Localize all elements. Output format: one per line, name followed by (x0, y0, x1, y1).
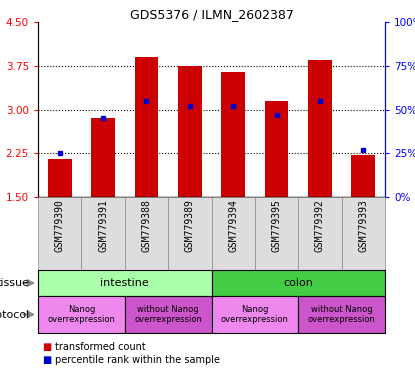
Bar (221, 71, 245, 197)
Bar (178, 66, 202, 197)
Bar (352, 155, 375, 197)
Text: without Nanog
overrexpression: without Nanog overrexpression (308, 305, 376, 324)
Bar (265, 101, 288, 197)
Bar (212, 296, 298, 333)
Bar (125, 296, 212, 333)
Title: GDS5376 / ILMN_2602387: GDS5376 / ILMN_2602387 (129, 8, 293, 21)
Bar (298, 296, 385, 333)
Bar (38, 296, 125, 333)
Bar (212, 270, 385, 296)
Text: ■: ■ (42, 342, 51, 352)
Text: Nanog
overrexpression: Nanog overrexpression (47, 305, 115, 324)
Bar (81, 197, 125, 270)
Text: intestine: intestine (100, 278, 149, 288)
Text: colon: colon (283, 278, 313, 288)
Bar (308, 60, 332, 197)
Bar (38, 197, 81, 270)
Text: GSM779389: GSM779389 (185, 199, 195, 252)
Text: Nanog
overrexpression: Nanog overrexpression (221, 305, 289, 324)
Bar (91, 118, 115, 197)
Bar (212, 197, 255, 270)
Bar (48, 159, 72, 197)
Text: GSM779391: GSM779391 (98, 199, 108, 252)
Text: GSM779388: GSM779388 (142, 199, 151, 252)
Bar (134, 57, 159, 197)
Text: percentile rank within the sample: percentile rank within the sample (55, 355, 220, 365)
Text: protocol: protocol (0, 310, 30, 319)
Text: ■: ■ (42, 355, 51, 365)
Text: tissue: tissue (0, 278, 30, 288)
Text: without Nanog
overrexpression: without Nanog overrexpression (134, 305, 202, 324)
Bar (298, 197, 342, 270)
Bar (342, 197, 385, 270)
Bar (38, 270, 212, 296)
Text: GSM779392: GSM779392 (315, 199, 325, 252)
Bar (255, 197, 298, 270)
Text: GSM779390: GSM779390 (55, 199, 65, 252)
Text: GSM779394: GSM779394 (228, 199, 238, 252)
Bar (168, 197, 212, 270)
Bar (125, 197, 168, 270)
Text: GSM779395: GSM779395 (271, 199, 281, 252)
Text: GSM779393: GSM779393 (358, 199, 369, 252)
Text: transformed count: transformed count (55, 342, 145, 352)
